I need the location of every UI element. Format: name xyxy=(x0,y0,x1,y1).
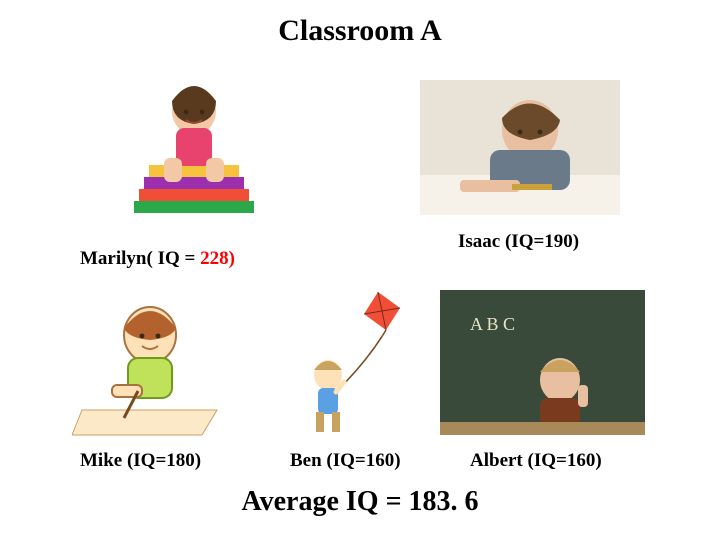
boy-at-chalkboard-icon: A B C xyxy=(440,290,645,435)
image-isaac xyxy=(420,80,620,215)
caption-mike: Mike (IQ=180) xyxy=(80,450,201,472)
image-marilyn xyxy=(104,66,284,236)
cartoon-boy-writing-icon xyxy=(72,290,227,440)
caption-isaac: Isaac (IQ=190) xyxy=(458,231,579,253)
caption-marilyn: Marilyn( IQ = 228) xyxy=(80,248,235,270)
boy-writing-icon xyxy=(420,80,620,215)
slide-title: Classroom A xyxy=(0,14,720,48)
image-mike xyxy=(72,290,227,440)
girl-on-books-icon xyxy=(104,66,284,236)
svg-text:A B C: A B C xyxy=(470,314,515,334)
caption-marilyn-iq: 228 xyxy=(200,248,229,269)
image-albert: A B C xyxy=(440,290,645,435)
caption-albert: Albert (IQ=160) xyxy=(470,450,602,472)
average-iq-text: Average IQ = 183. 6 xyxy=(0,486,720,518)
caption-ben: Ben (IQ=160) xyxy=(290,450,401,472)
caption-marilyn-prefix: Marilyn( IQ = xyxy=(80,248,200,269)
boy-with-kite-icon xyxy=(268,280,418,440)
caption-marilyn-suffix: ) xyxy=(229,248,235,269)
image-ben xyxy=(268,280,418,440)
